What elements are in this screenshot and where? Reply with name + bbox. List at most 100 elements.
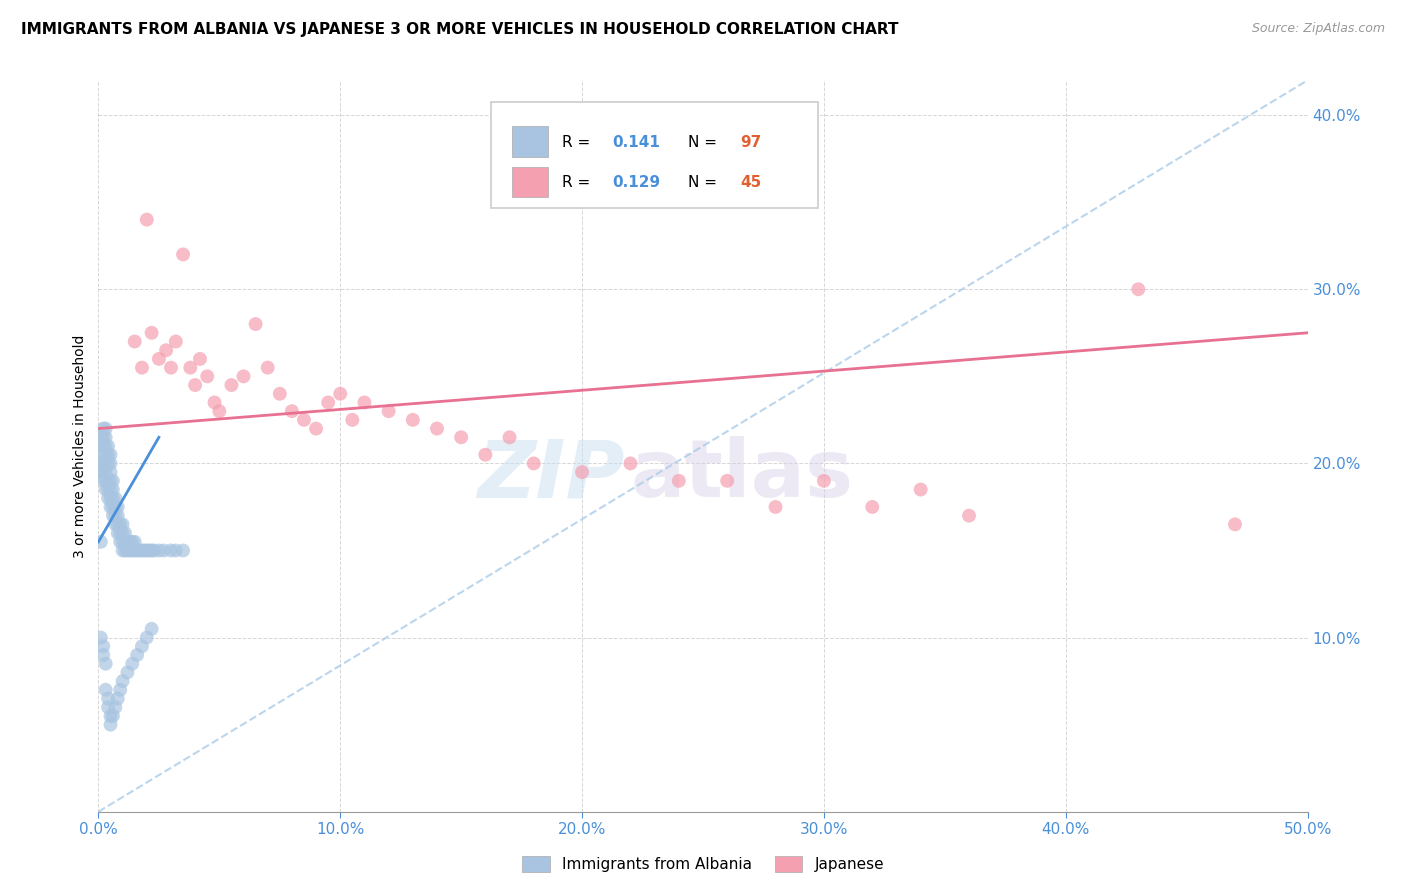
Point <box>148 543 170 558</box>
Point <box>94 439 117 453</box>
FancyBboxPatch shape <box>512 127 548 157</box>
Point <box>97 457 120 471</box>
Point <box>245 317 267 331</box>
Point <box>100 500 122 514</box>
Point <box>91 430 114 444</box>
Text: 0.141: 0.141 <box>613 135 661 150</box>
Point <box>124 534 146 549</box>
Point <box>134 543 156 558</box>
Point <box>90 534 112 549</box>
Point <box>111 543 134 558</box>
Point <box>91 474 114 488</box>
FancyBboxPatch shape <box>492 103 818 209</box>
Point <box>571 465 593 479</box>
Point <box>108 526 131 541</box>
Point <box>100 457 122 471</box>
Point <box>91 465 114 479</box>
Point <box>90 457 112 471</box>
Point <box>1128 282 1150 296</box>
Point <box>716 474 738 488</box>
Point <box>104 700 127 714</box>
Point <box>94 483 117 497</box>
Point <box>353 395 375 409</box>
Point <box>90 439 112 453</box>
Point <box>90 631 112 645</box>
Point <box>104 500 127 514</box>
Point <box>101 491 124 506</box>
Point <box>474 448 496 462</box>
Point <box>90 430 112 444</box>
Point <box>141 543 163 558</box>
Point <box>97 491 120 506</box>
Point <box>100 474 122 488</box>
Text: ZIP: ZIP <box>477 436 624 515</box>
Point <box>402 413 425 427</box>
Point <box>104 517 127 532</box>
Point <box>107 500 129 514</box>
Point <box>104 508 127 523</box>
Point <box>292 413 315 427</box>
Point <box>860 500 883 514</box>
Point <box>121 534 143 549</box>
Point <box>111 526 134 541</box>
Text: IMMIGRANTS FROM ALBANIA VS JAPANESE 3 OR MORE VEHICLES IN HOUSEHOLD CORRELATION : IMMIGRANTS FROM ALBANIA VS JAPANESE 3 OR… <box>21 22 898 37</box>
Point <box>97 474 120 488</box>
Text: atlas: atlas <box>630 436 853 515</box>
Point <box>165 543 187 558</box>
Point <box>128 543 150 558</box>
Text: N =: N = <box>689 135 723 150</box>
Point <box>329 386 352 401</box>
Point <box>138 543 160 558</box>
Point <box>523 457 546 471</box>
Point <box>97 483 120 497</box>
Point <box>172 247 194 261</box>
Point <box>1223 517 1246 532</box>
Point <box>498 430 520 444</box>
Point <box>232 369 254 384</box>
Point <box>91 439 114 453</box>
Point <box>281 404 304 418</box>
Text: N =: N = <box>689 175 723 190</box>
Point <box>813 474 835 488</box>
Point <box>305 421 328 435</box>
Point <box>107 517 129 532</box>
Point <box>124 543 146 558</box>
Point <box>97 700 120 714</box>
Point <box>188 351 211 366</box>
Point <box>100 491 122 506</box>
Point <box>91 640 114 654</box>
Point <box>94 421 117 435</box>
Point <box>97 691 120 706</box>
Point <box>143 543 166 558</box>
Text: Source: ZipAtlas.com: Source: ZipAtlas.com <box>1251 22 1385 36</box>
Point <box>108 534 131 549</box>
Text: R =: R = <box>561 135 595 150</box>
Point <box>94 448 117 462</box>
Point <box>160 360 183 375</box>
Point <box>377 404 399 418</box>
Point <box>155 343 177 358</box>
Point <box>91 421 114 435</box>
Point <box>165 334 187 349</box>
Point <box>152 543 174 558</box>
Point <box>118 543 141 558</box>
Point <box>121 657 143 671</box>
Point <box>94 465 117 479</box>
Point <box>100 465 122 479</box>
Point <box>910 483 932 497</box>
Point <box>114 543 136 558</box>
Point <box>94 430 117 444</box>
Point <box>91 648 114 662</box>
Point <box>184 378 207 392</box>
Point <box>172 543 194 558</box>
Point <box>101 500 124 514</box>
Point <box>101 508 124 523</box>
Point <box>101 474 124 488</box>
Y-axis label: 3 or more Vehicles in Household: 3 or more Vehicles in Household <box>73 334 87 558</box>
Point <box>94 682 117 697</box>
Point <box>108 517 131 532</box>
Point <box>160 543 183 558</box>
Legend: Immigrants from Albania, Japanese: Immigrants from Albania, Japanese <box>515 848 891 880</box>
Point <box>148 351 170 366</box>
Point <box>135 543 157 558</box>
